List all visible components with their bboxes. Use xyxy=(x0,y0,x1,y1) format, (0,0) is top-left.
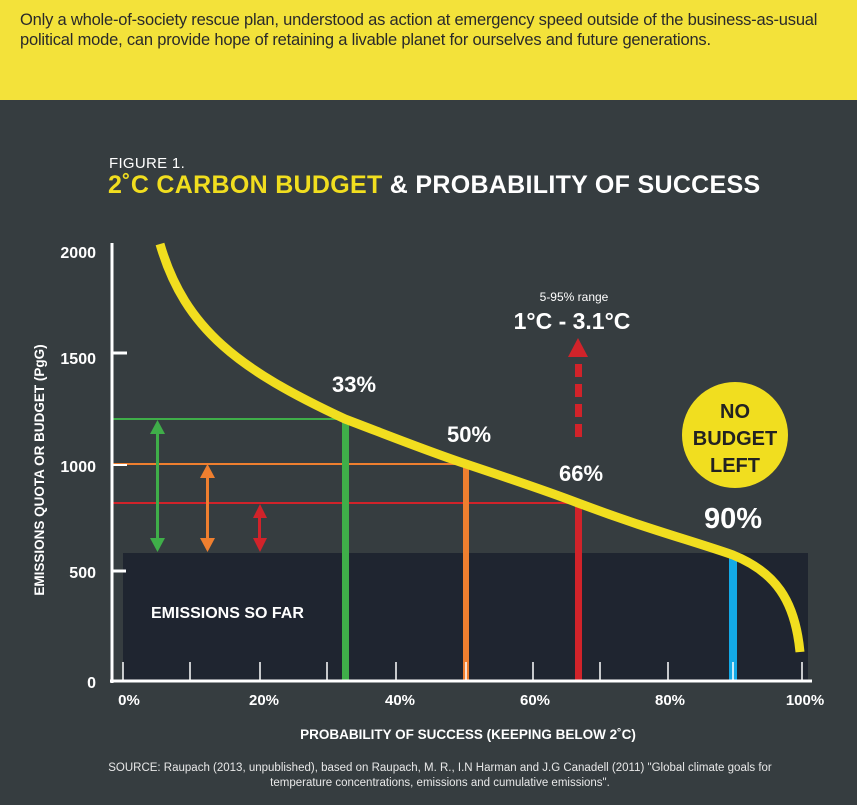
figure-label: FIGURE 1. xyxy=(109,155,186,172)
label-50: 50% xyxy=(447,422,491,447)
intro-banner: Only a whole-of-society rescue plan, und… xyxy=(0,0,857,100)
svg-text:80%: 80% xyxy=(655,692,685,709)
y-tick-labels: 2000 1500 1000 500 0 xyxy=(60,245,96,692)
label-66: 66% xyxy=(559,461,603,486)
label-90: 90% xyxy=(704,503,762,535)
intro-text: Only a whole-of-society rescue plan, und… xyxy=(20,11,818,49)
svg-text:1500: 1500 xyxy=(60,351,96,368)
orange-double-arrow xyxy=(200,464,215,552)
x-axis-label: PROBABILITY OF SUCCESS (KEEPING BELOW 2˚… xyxy=(300,727,636,742)
marker-bar-90 xyxy=(729,553,737,680)
budget-curve xyxy=(155,242,805,653)
svg-text:60%: 60% xyxy=(520,692,550,709)
svg-text:2000: 2000 xyxy=(60,245,96,262)
range-value: 1°C - 3.1°C xyxy=(514,308,631,334)
svg-text:0%: 0% xyxy=(118,692,140,709)
marker-bar-33 xyxy=(342,419,349,680)
svg-text:BUDGET: BUDGET xyxy=(693,428,777,450)
svg-text:100%: 100% xyxy=(786,692,824,709)
emissions-so-far-label: EMISSIONS SO FAR xyxy=(151,605,304,622)
svg-text:500: 500 xyxy=(69,565,96,582)
y-axis-label: EMISSIONS QUOTA OR BUDGET (PgG) xyxy=(32,344,47,595)
svg-text:1000: 1000 xyxy=(60,459,96,476)
no-budget-left-badge: NO BUDGET LEFT xyxy=(682,382,788,488)
green-double-arrow xyxy=(150,420,165,552)
svg-text:40%: 40% xyxy=(385,692,415,709)
svg-text:NO: NO xyxy=(720,401,750,423)
range-up-arrow xyxy=(568,338,588,437)
marker-bar-66 xyxy=(575,503,582,680)
x-tick-labels: 0% 20% 40% 60% 80% 100% xyxy=(118,692,824,709)
figure-title: 2˚C CARBON BUDGET & PROBABILITY OF SUCCE… xyxy=(108,171,760,200)
label-33: 33% xyxy=(332,372,376,397)
range-caption: 5-95% range xyxy=(540,290,609,304)
svg-text:0: 0 xyxy=(87,675,96,692)
svg-text:LEFT: LEFT xyxy=(710,455,760,477)
red-double-arrow xyxy=(253,504,267,552)
figure-title-highlight: 2˚C CARBON BUDGET xyxy=(108,171,383,199)
x-ticks xyxy=(122,662,803,680)
figure-title-rest: & PROBABILITY OF SUCCESS xyxy=(382,171,761,199)
svg-text:20%: 20% xyxy=(249,692,279,709)
source-citation: SOURCE: Raupach (2013, unpublished), bas… xyxy=(108,762,772,789)
marker-bar-50 xyxy=(463,464,469,680)
marker-labels: 33% 50% 66% 90% xyxy=(332,372,762,535)
